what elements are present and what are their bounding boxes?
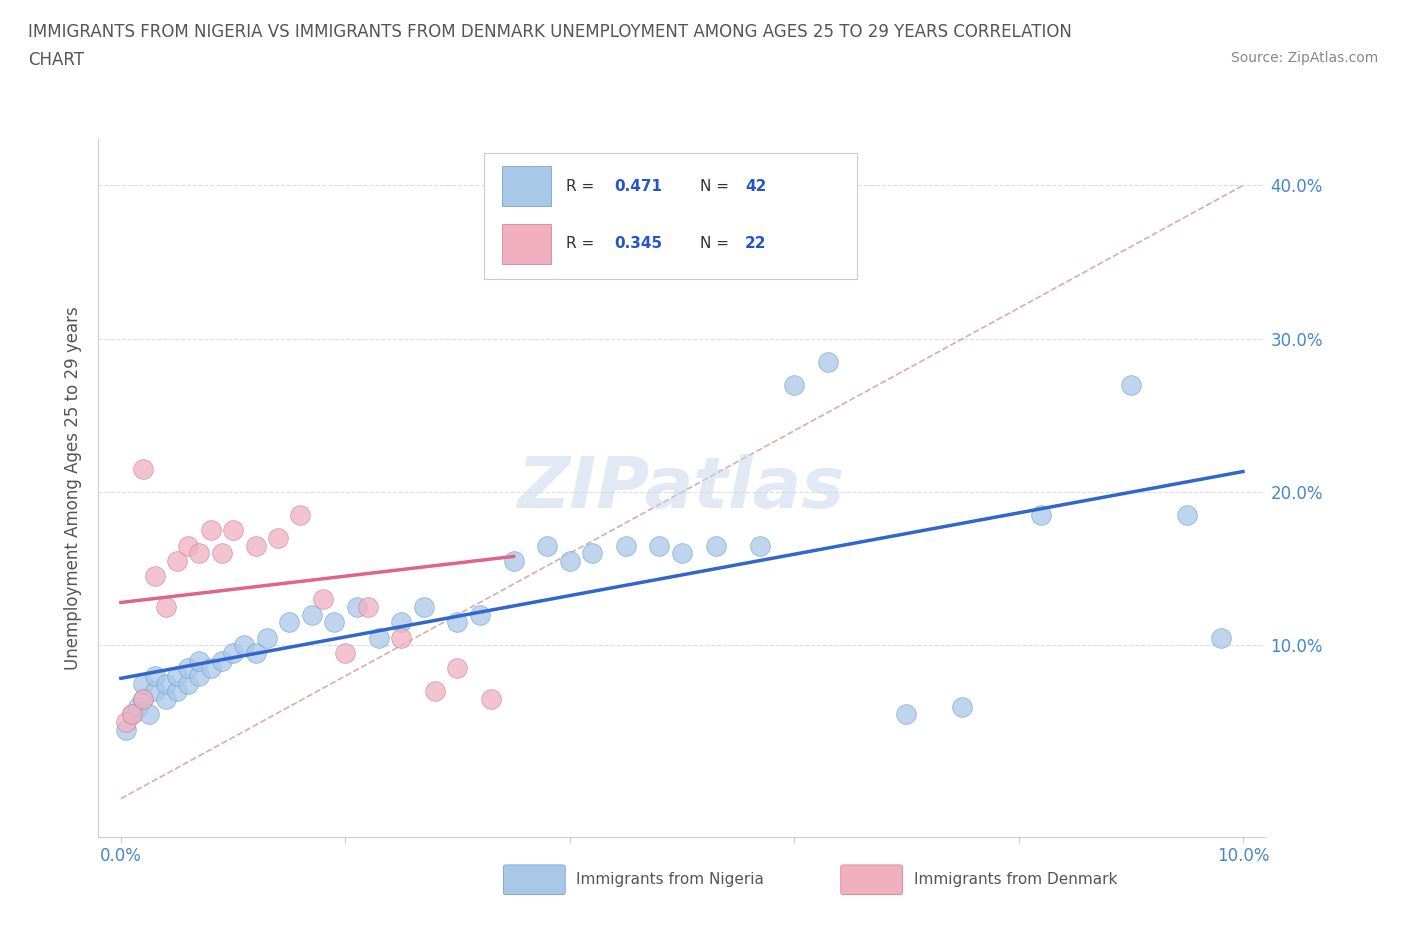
- Point: [1209, 631, 1232, 645]
- Point: [200, 661, 222, 676]
- Point: [896, 707, 918, 722]
- Point: [502, 553, 524, 568]
- Point: [446, 615, 468, 630]
- Point: [177, 538, 200, 553]
- Point: [323, 615, 346, 630]
- Point: [115, 714, 138, 729]
- Point: [115, 723, 138, 737]
- Point: [357, 600, 380, 615]
- Point: [132, 461, 155, 476]
- Text: CHART: CHART: [28, 51, 84, 69]
- Point: [132, 692, 155, 707]
- Point: [1029, 508, 1052, 523]
- Y-axis label: Unemployment Among Ages 25 to 29 years: Unemployment Among Ages 25 to 29 years: [65, 306, 83, 671]
- Point: [423, 684, 446, 698]
- Point: [290, 508, 312, 523]
- Point: [233, 638, 256, 653]
- Point: [222, 523, 245, 538]
- Point: [138, 707, 160, 722]
- Point: [121, 707, 143, 722]
- Point: [581, 546, 603, 561]
- Point: [188, 546, 211, 561]
- Point: [256, 631, 278, 645]
- Point: [245, 645, 267, 660]
- Point: [222, 645, 245, 660]
- Point: [211, 653, 233, 668]
- Point: [1175, 508, 1198, 523]
- Point: [446, 661, 468, 676]
- Point: [346, 600, 368, 615]
- Point: [143, 669, 166, 684]
- Point: [166, 669, 188, 684]
- Point: [671, 546, 693, 561]
- Point: [389, 615, 412, 630]
- Point: [704, 538, 727, 553]
- Point: [211, 546, 233, 561]
- Point: [412, 600, 434, 615]
- Point: [121, 707, 143, 722]
- Point: [188, 669, 211, 684]
- Point: [536, 538, 558, 553]
- Text: Immigrants from Nigeria: Immigrants from Nigeria: [576, 872, 765, 887]
- Point: [155, 676, 177, 691]
- Point: [648, 538, 671, 553]
- Point: [558, 553, 581, 568]
- Point: [155, 692, 177, 707]
- Point: [278, 615, 301, 630]
- Point: [132, 692, 155, 707]
- Point: [389, 631, 412, 645]
- Point: [143, 569, 166, 584]
- Point: [188, 653, 211, 668]
- Point: [952, 699, 974, 714]
- Point: [335, 645, 357, 660]
- Point: [200, 523, 222, 538]
- Point: [132, 676, 155, 691]
- Point: [245, 538, 267, 553]
- Point: [166, 684, 188, 698]
- Point: [1119, 378, 1142, 392]
- Point: [614, 538, 637, 553]
- Point: [312, 592, 335, 607]
- Point: [783, 378, 806, 392]
- Text: IMMIGRANTS FROM NIGERIA VS IMMIGRANTS FROM DENMARK UNEMPLOYMENT AMONG AGES 25 TO: IMMIGRANTS FROM NIGERIA VS IMMIGRANTS FR…: [28, 23, 1071, 41]
- Point: [468, 607, 491, 622]
- Text: ZIPatlas: ZIPatlas: [519, 454, 845, 523]
- Point: [155, 600, 177, 615]
- Point: [267, 531, 290, 546]
- Point: [301, 607, 323, 622]
- Point: [143, 684, 166, 698]
- Point: [177, 676, 200, 691]
- Point: [368, 631, 391, 645]
- Point: [479, 692, 502, 707]
- Point: [166, 553, 188, 568]
- Point: [502, 224, 524, 239]
- Point: [749, 538, 772, 553]
- Point: [127, 699, 149, 714]
- Text: Source: ZipAtlas.com: Source: ZipAtlas.com: [1230, 51, 1378, 65]
- Point: [817, 354, 839, 369]
- Point: [177, 661, 200, 676]
- Text: Immigrants from Denmark: Immigrants from Denmark: [914, 872, 1118, 887]
